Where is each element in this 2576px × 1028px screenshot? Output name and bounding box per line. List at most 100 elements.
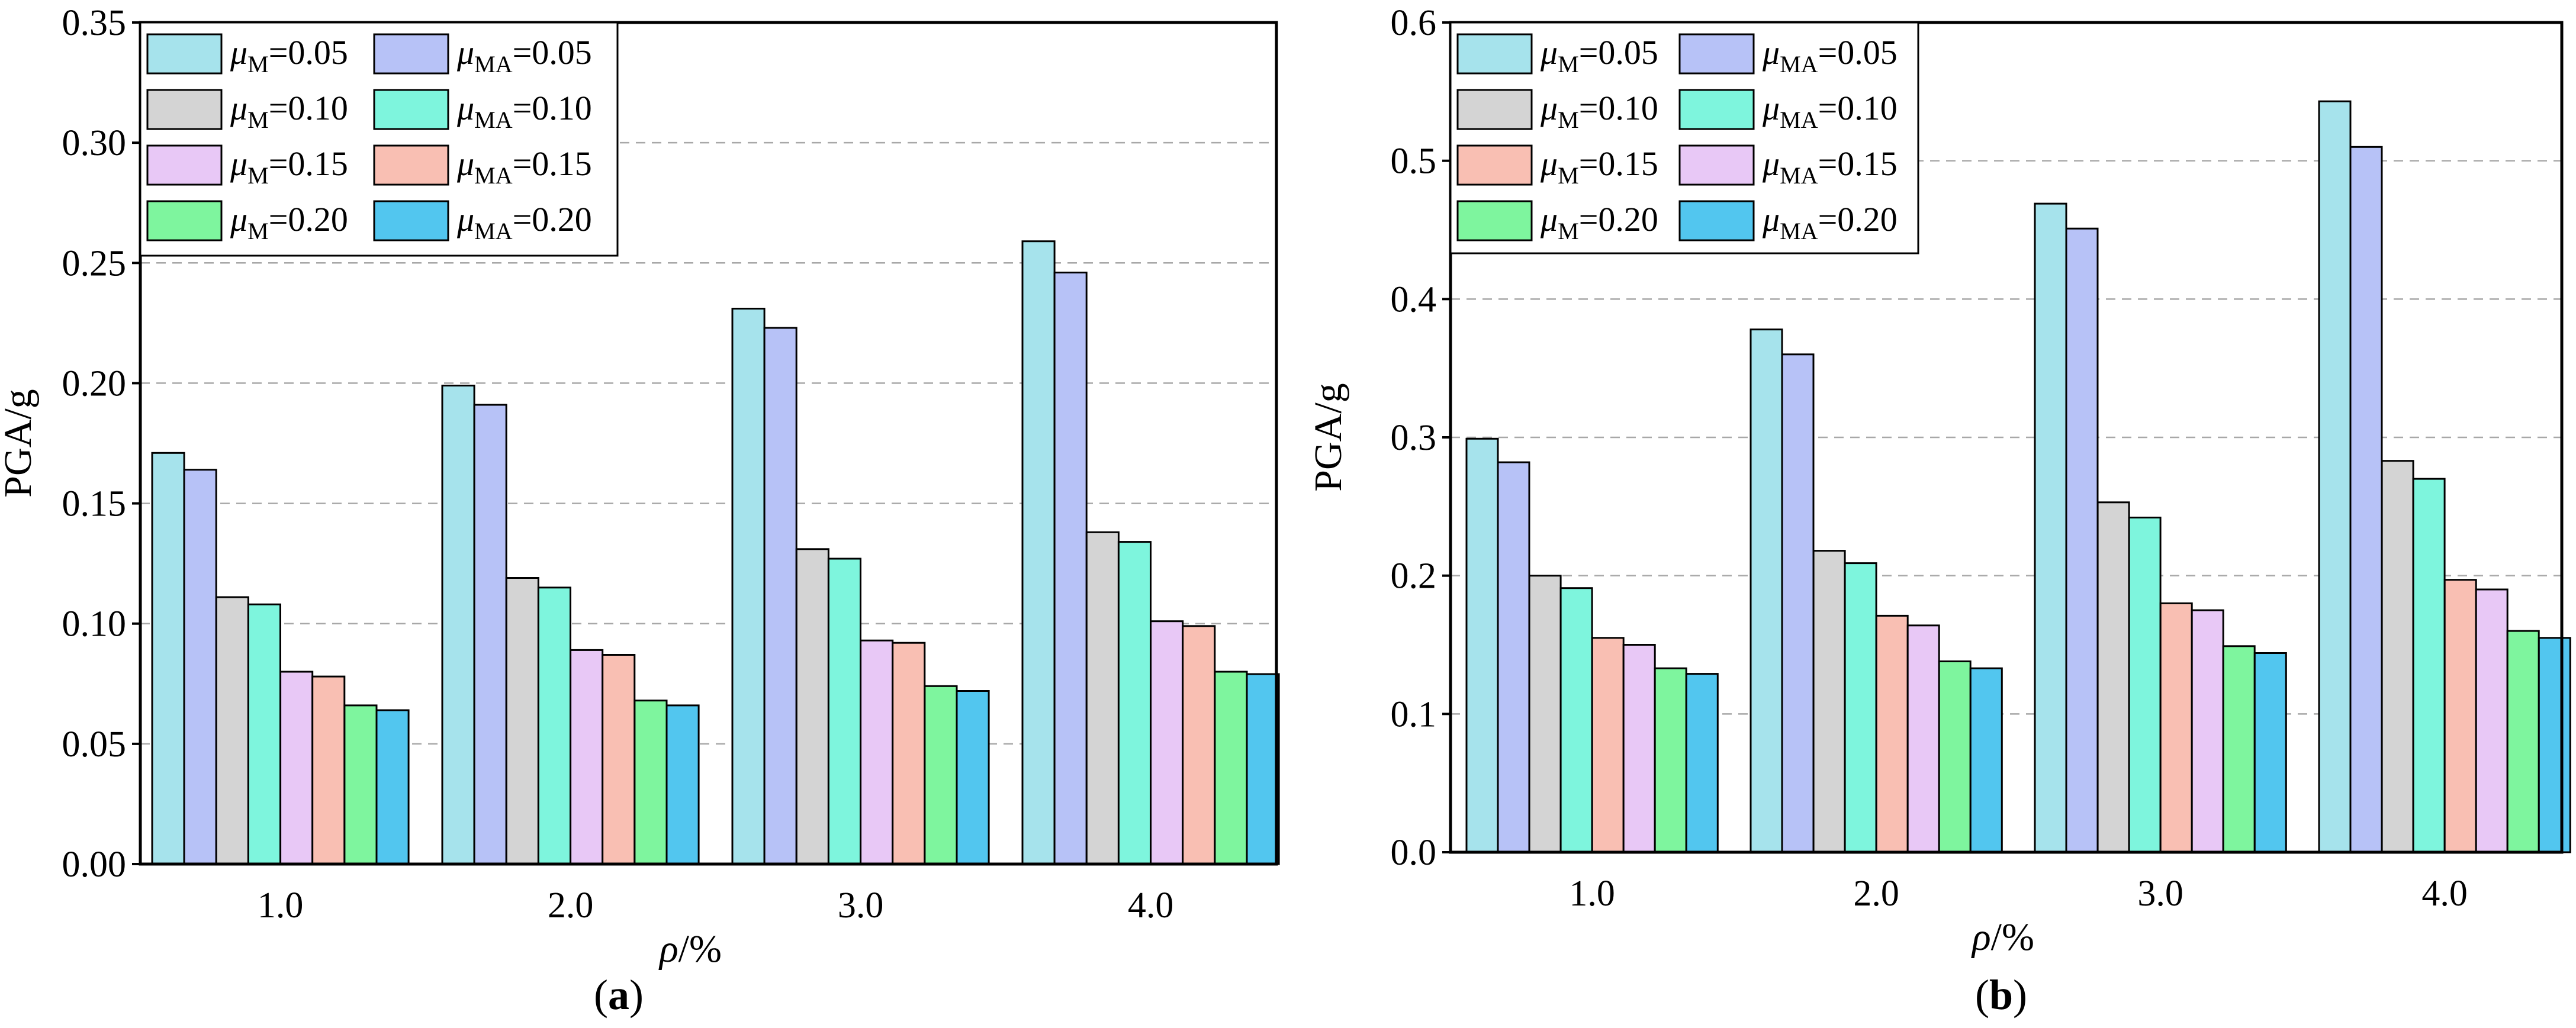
y-tick-label: 0.6 bbox=[1391, 3, 1437, 43]
y-tick-label: 0.20 bbox=[62, 363, 127, 404]
legend-label-series1: μM=0.05 bbox=[1540, 33, 1658, 78]
bar-a-cat1-series6 bbox=[311, 675, 346, 865]
caption-open: ( bbox=[594, 971, 608, 1019]
bar-a-cat4-series8 bbox=[1246, 673, 1280, 865]
y-axis-title: PGA/g bbox=[0, 389, 40, 497]
x-axis-symbol: ρ bbox=[658, 927, 678, 971]
y-tick-label: 0.15 bbox=[62, 484, 127, 524]
bar-b-cat4-series7 bbox=[2506, 630, 2540, 853]
legend-swatch-series3 bbox=[1456, 89, 1533, 130]
legend-subscript: MA bbox=[474, 107, 513, 133]
caption-open: ( bbox=[1975, 971, 1989, 1019]
legend-swatch-series5 bbox=[1456, 144, 1533, 186]
legend-value: =0.20 bbox=[1579, 200, 1658, 239]
x-axis-unit: /% bbox=[678, 927, 722, 971]
bar-a-cat2-series3 bbox=[505, 577, 539, 865]
bar-b-cat4-series8 bbox=[2538, 637, 2571, 853]
bar-b-cat2-series1 bbox=[1750, 328, 1783, 853]
x-tick-label: 1.0 bbox=[1569, 874, 1615, 914]
legend-swatch-series7 bbox=[1456, 200, 1533, 241]
bar-a-cat2-series7 bbox=[633, 700, 668, 865]
bar-a-cat4-series2 bbox=[1053, 272, 1088, 865]
bar-a-cat4-series5 bbox=[1150, 620, 1184, 865]
caption-letter: b bbox=[1989, 971, 2013, 1019]
legend-value: =0.20 bbox=[513, 200, 592, 239]
bar-b-cat3-series2 bbox=[2065, 227, 2099, 853]
y-tick-label: 0.10 bbox=[62, 604, 127, 644]
y-tick-label: 0.4 bbox=[1391, 279, 1437, 320]
x-tick-label: 3.0 bbox=[838, 885, 884, 926]
legend-subscript: M bbox=[1558, 162, 1579, 189]
legend-value: =0.15 bbox=[1818, 144, 1898, 183]
bar-b-cat4-series1 bbox=[2318, 100, 2352, 853]
x-tick-label: 4.0 bbox=[1128, 885, 1174, 926]
y-tick-label: 0.00 bbox=[62, 845, 127, 885]
legend-subscript: MA bbox=[1780, 107, 1818, 133]
legend-label-series4: μMA=0.10 bbox=[1762, 89, 1898, 133]
x-axis-symbol: ρ bbox=[1971, 916, 1991, 959]
legend-value: =0.05 bbox=[513, 33, 592, 72]
bar-b-cat3-series5 bbox=[2159, 602, 2193, 853]
bar-b-cat3-series1 bbox=[2034, 202, 2067, 853]
legend-label-series3: μM=0.10 bbox=[230, 89, 348, 133]
y-tick-label: 0.05 bbox=[62, 724, 127, 765]
legend-mu: μ bbox=[456, 144, 474, 183]
bar-b-cat2-series5 bbox=[1875, 614, 1909, 853]
legend-label-series5: μM=0.15 bbox=[230, 144, 348, 189]
chart-panel-b: 0.0 0.1 0.2 0.3 0.4 0.5 0.6 1.0 2.0 3.0 4.0 PGA/g ρ/… bbox=[1307, 3, 2571, 1019]
bar-b-cat1-series5 bbox=[1591, 637, 1625, 853]
bar-b-cat1-series8 bbox=[1685, 673, 1719, 853]
bar-b-cat3-series7 bbox=[2222, 645, 2256, 853]
legend-value: =0.15 bbox=[269, 144, 348, 183]
bar-a-cat1-series7 bbox=[343, 704, 378, 865]
legend-value: =0.10 bbox=[1579, 89, 1658, 127]
y-tick-label: 0.5 bbox=[1391, 141, 1437, 182]
x-axis-title: ρ/% bbox=[1971, 916, 2034, 959]
bar-a-cat4-series3 bbox=[1085, 531, 1120, 865]
legend-swatch-series8 bbox=[373, 200, 449, 241]
bar-b-cat1-series7 bbox=[1654, 667, 1687, 853]
legend-value: =0.20 bbox=[1818, 200, 1898, 239]
legend-label-series3: μM=0.10 bbox=[1540, 89, 1658, 133]
legend-subscript: M bbox=[1558, 51, 1579, 78]
legend-swatch-series2 bbox=[373, 33, 449, 75]
caption-close: ) bbox=[629, 971, 644, 1019]
bar-a-cat3-series1 bbox=[731, 308, 766, 865]
legend-mu: μ bbox=[1540, 33, 1558, 72]
legend-value: =0.20 bbox=[269, 200, 348, 239]
bar-a-cat4-series1 bbox=[1021, 240, 1056, 865]
y-tick-label: 0.0 bbox=[1391, 833, 1437, 873]
bar-b-cat4-series2 bbox=[2349, 146, 2383, 853]
bar-b-cat2-series2 bbox=[1781, 353, 1815, 853]
bar-b-cat3-series6 bbox=[2191, 609, 2224, 853]
legend-mu: μ bbox=[456, 200, 474, 239]
x-tick-label: 2.0 bbox=[548, 885, 594, 926]
legend-label-series4: μMA=0.10 bbox=[456, 89, 592, 133]
bar-a-cat4-series4 bbox=[1117, 541, 1152, 865]
chart-panel-a: 0.00 0.05 0.10 0.15 0.20 0.25 0.30 0.35 1.0 2.0 3.… bbox=[0, 3, 1280, 1019]
legend-value: =0.15 bbox=[513, 144, 592, 183]
y-axis-title: PGA/g bbox=[1307, 383, 1350, 491]
legend-subscript: MA bbox=[474, 51, 513, 78]
bar-b-cat4-series6 bbox=[2475, 588, 2509, 853]
legend-subscript: M bbox=[247, 51, 269, 78]
bar-a-cat1-series8 bbox=[375, 709, 410, 865]
x-axis-title: ρ/% bbox=[658, 927, 722, 971]
bar-a-cat2-series5 bbox=[570, 649, 604, 865]
legend-subscript: MA bbox=[474, 218, 513, 244]
legend-value: =0.15 bbox=[1579, 144, 1658, 183]
bar-b-cat3-series3 bbox=[2096, 501, 2130, 853]
y-tick-label: 0.25 bbox=[62, 243, 127, 283]
legend-label-series1: μM=0.05 bbox=[230, 33, 348, 78]
legend-swatch-series4 bbox=[373, 89, 449, 130]
bar-a-cat1-series1 bbox=[151, 452, 185, 865]
bar-b-cat1-series2 bbox=[1497, 461, 1530, 853]
bar-a-cat1-series5 bbox=[279, 671, 314, 865]
legend-subscript: MA bbox=[474, 162, 513, 189]
legend-label-series2: μMA=0.05 bbox=[456, 33, 592, 78]
legend-swatch-series6 bbox=[373, 144, 449, 186]
x-tick-label: 4.0 bbox=[2421, 874, 2468, 914]
legend-mu: μ bbox=[1540, 144, 1558, 183]
bar-a-cat3-series8 bbox=[956, 690, 990, 865]
caption-close: ) bbox=[2013, 971, 2027, 1019]
